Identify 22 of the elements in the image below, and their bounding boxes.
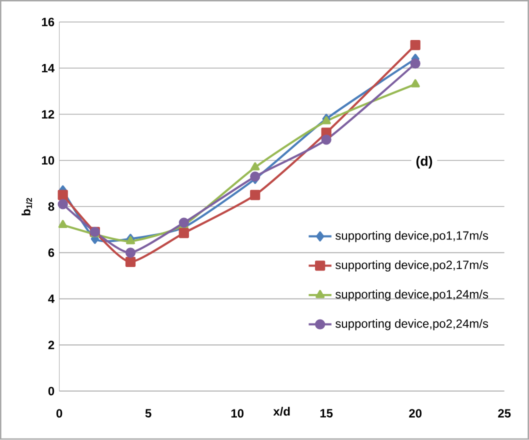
legend-label: supporting device,po1,24m/s [336,290,488,301]
annotation: (d) [416,156,432,169]
legend-label: supporting device,po2,17m/s [336,260,488,272]
x-tick-label: 0 [56,409,62,418]
y-tick-label: 6 [48,248,54,258]
legend-label: supporting device,po1,17m/s [336,231,488,242]
y-tick-label: 4 [48,294,55,304]
x-tick-label: 20 [409,409,422,418]
y-tick-label: 10 [42,156,54,165]
y-tick-label: 8 [48,202,54,211]
y-axis-title: b$_{1/2}$ [22,198,32,216]
x-axis-title: x/d [273,407,290,416]
legend-label: supporting device,po2,24m/s [336,319,488,330]
x-tick-label: 15 [320,409,333,418]
y-tick-label: 16 [42,18,54,26]
y-tick-label: 0 [48,386,54,396]
y-tick-label: 12 [42,110,54,119]
x-tick-label: 10 [231,409,244,418]
x-tick-label: 25 [498,409,511,418]
y-tick-label: 2 [48,340,54,350]
y-tick-label: 14 [42,64,55,72]
x-tick-label: 5 [145,409,152,418]
